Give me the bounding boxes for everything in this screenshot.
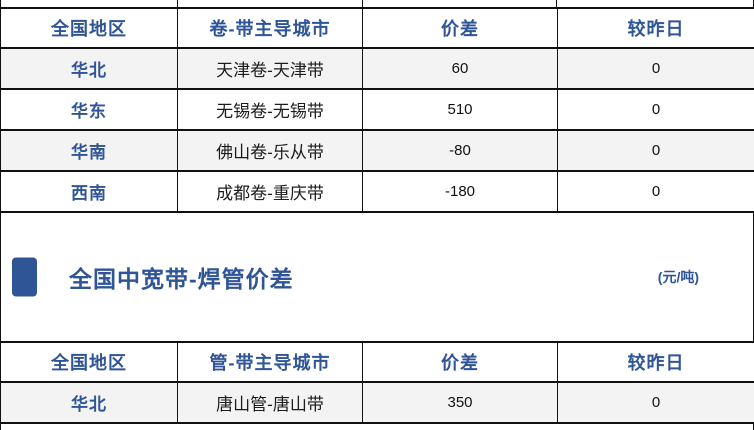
section-title: 全国中宽带-焊管价差 [69,266,294,292]
header-vs-yesterday: 较昨日 [557,7,754,49]
bottom-sliver [0,424,754,430]
sliver-cell [363,0,558,7]
table-row: 华北 天津卷-天津带 60 0 [0,47,754,90]
previous-row-sliver [0,0,754,7]
vs-yesterday-cell: 0 [557,381,754,424]
cities-cell: 佛山卷-乐从带 [177,129,363,172]
table-row: 华南 佛山卷-乐从带 -80 0 [0,129,754,172]
header-region: 全国地区 [0,341,178,383]
cities-cell: 唐山管-唐山带 [177,381,363,424]
header-leading-cities: 管-带主导城市 [177,341,363,383]
spread-cell: 60 [362,47,558,90]
cities-cell: 成都卷-重庆带 [177,170,363,213]
header-spread: 价差 [362,7,558,49]
header-spread: 价差 [362,341,558,383]
region-cell: 华南 [0,129,178,172]
cities-cell: 天津卷-天津带 [177,47,363,90]
vs-yesterday-cell: 0 [557,170,754,213]
spread-cell: 510 [362,88,558,131]
sliver-cell [1,0,178,7]
sliver-cell [178,0,363,7]
region-cell: 华北 [0,47,178,90]
vs-yesterday-cell: 0 [557,129,754,172]
region-cell: 华东 [0,88,178,131]
sliver-cell [557,0,753,7]
header-vs-yesterday: 较昨日 [557,341,754,383]
spread-cell: -180 [362,170,558,213]
table-row: 华东 无锡卷-无锡带 510 0 [0,88,754,131]
vs-yesterday-cell: 0 [557,47,754,90]
vs-yesterday-cell: 0 [557,88,754,131]
coil-strip-spread-table: 全国地区 卷-带主导城市 价差 较昨日 华北 天津卷-天津带 60 0 华东 无… [0,7,754,213]
table-row: 西南 成都卷-重庆带 -180 0 [0,170,754,213]
table-header-row: 全国地区 卷-带主导城市 价差 较昨日 [0,7,754,49]
unit-label: (元/吨) [657,269,699,285]
table-row: 华北 唐山管-唐山带 350 0 [0,381,754,424]
header-region: 全国地区 [0,7,178,49]
region-cell: 华北 [0,381,178,424]
header-leading-cities: 卷-带主导城市 [177,7,363,49]
section-bullet-icon [12,257,37,297]
section-header-band: 全国中宽带-焊管价差 (元/吨) [0,213,754,341]
pipe-strip-spread-table: 全国地区 管-带主导城市 价差 较昨日 华北 唐山管-唐山带 350 0 [0,341,754,424]
cities-cell: 无锡卷-无锡带 [177,88,363,131]
spread-cell: -80 [362,129,558,172]
spread-cell: 350 [362,381,558,424]
region-cell: 西南 [0,170,178,213]
table-header-row: 全国地区 管-带主导城市 价差 较昨日 [0,341,754,383]
